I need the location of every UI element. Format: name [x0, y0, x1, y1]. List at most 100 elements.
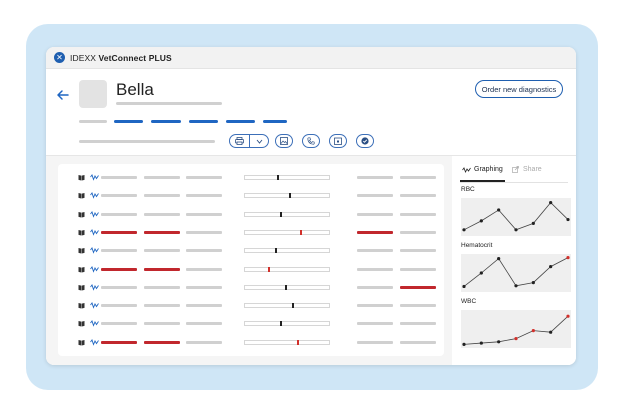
image-button[interactable] — [275, 134, 293, 148]
table-row[interactable] — [58, 225, 444, 243]
data-point — [479, 271, 483, 275]
patient-subtitle-placeholder — [116, 102, 222, 105]
data-point — [549, 330, 553, 334]
result-value — [101, 176, 137, 179]
result-value — [186, 267, 222, 271]
result-value — [186, 285, 222, 289]
back-arrow-icon[interactable] — [56, 88, 70, 102]
trend-chart[interactable] — [461, 254, 571, 292]
data-point — [531, 329, 535, 333]
trend-icon[interactable] — [90, 265, 99, 273]
book-icon[interactable] — [78, 284, 85, 291]
chart-title: WBC — [461, 298, 477, 305]
result-value — [357, 322, 393, 326]
trend-chart[interactable] — [461, 198, 571, 236]
data-point — [462, 284, 466, 289]
graph-icon — [462, 166, 471, 173]
trend-icon[interactable] — [90, 247, 99, 254]
result-value — [400, 304, 436, 308]
result-value — [357, 194, 393, 198]
reference-range-bar — [244, 248, 330, 254]
result-value — [357, 249, 393, 253]
meta-link[interactable] — [263, 120, 287, 123]
book-icon[interactable] — [78, 247, 85, 254]
result-value — [101, 212, 137, 216]
trend-icon[interactable] — [90, 320, 99, 328]
book-icon[interactable] — [78, 192, 85, 199]
tab-share[interactable]: Share — [512, 166, 542, 173]
result-value — [400, 267, 436, 271]
call-button[interactable] — [302, 134, 320, 148]
meta-link[interactable] — [114, 120, 143, 123]
trend-icon[interactable] — [90, 283, 99, 291]
result-value — [144, 176, 180, 179]
result-value — [186, 340, 222, 344]
tab-graphing[interactable]: Graphing — [462, 166, 503, 173]
result-value-high — [144, 340, 180, 344]
tab-graphing-label: Graphing — [474, 166, 503, 173]
result-value — [144, 285, 180, 289]
appointment-button[interactable] — [329, 134, 347, 148]
result-value — [400, 340, 436, 344]
data-point — [497, 257, 501, 261]
trend-icon[interactable] — [90, 302, 99, 309]
chart-title: Hematocrit — [461, 242, 493, 249]
trend-icon[interactable] — [90, 210, 99, 218]
result-value — [144, 322, 180, 326]
book-icon[interactable] — [78, 339, 85, 346]
chart-title: RBC — [461, 186, 475, 193]
result-value — [357, 176, 393, 179]
brand-name: VetConnect PLUS — [98, 52, 172, 63]
book-icon[interactable] — [78, 211, 85, 218]
table-row[interactable] — [58, 280, 444, 298]
table-row[interactable] — [58, 335, 444, 353]
book-icon[interactable] — [78, 266, 85, 273]
app-window: ✕ IDEXX VetConnect PLUS Bella Order new … — [46, 47, 576, 365]
range-marker — [297, 339, 300, 345]
book-icon[interactable] — [78, 302, 85, 309]
table-row[interactable] — [58, 298, 444, 316]
trend-chart[interactable] — [461, 310, 571, 348]
print-button-group[interactable] — [229, 134, 269, 148]
chevron-down-icon[interactable] — [250, 135, 268, 147]
table-row[interactable] — [58, 207, 444, 225]
print-icon[interactable] — [230, 135, 250, 147]
data-point — [479, 219, 483, 223]
review-button[interactable] — [356, 134, 374, 148]
book-icon[interactable] — [78, 229, 85, 236]
data-point — [514, 228, 518, 232]
check-icon — [361, 137, 369, 145]
reference-range-bar — [244, 229, 330, 235]
result-value-high — [357, 230, 393, 234]
table-row[interactable] — [58, 188, 444, 206]
meta-link[interactable] — [189, 120, 218, 123]
book-icon[interactable] — [78, 320, 85, 327]
trend-icon[interactable] — [90, 192, 99, 200]
result-value — [400, 230, 436, 234]
result-value — [101, 249, 137, 253]
table-row[interactable] — [58, 243, 444, 261]
data-point — [566, 314, 570, 318]
data-point — [462, 342, 466, 346]
result-value — [186, 194, 222, 198]
calendar-icon — [334, 137, 342, 145]
trend-icon[interactable] — [90, 174, 99, 181]
results-table — [58, 164, 444, 356]
result-value — [400, 249, 436, 253]
reference-range-bar — [244, 321, 330, 327]
meta-link[interactable] — [151, 120, 181, 123]
meta-link[interactable] — [226, 120, 255, 123]
result-value — [101, 194, 137, 198]
range-marker — [276, 175, 279, 180]
order-new-diagnostics-button[interactable]: Order new diagnostics — [475, 80, 563, 98]
table-row[interactable] — [58, 262, 444, 280]
data-point — [462, 228, 466, 232]
trend-icon[interactable] — [90, 228, 99, 236]
book-icon[interactable] — [78, 174, 85, 181]
trend-icon[interactable] — [90, 338, 99, 346]
reference-range-bar — [244, 211, 330, 217]
table-row[interactable] — [58, 170, 444, 188]
result-value-high — [101, 230, 137, 234]
table-row[interactable] — [58, 316, 444, 334]
share-icon — [512, 166, 519, 173]
